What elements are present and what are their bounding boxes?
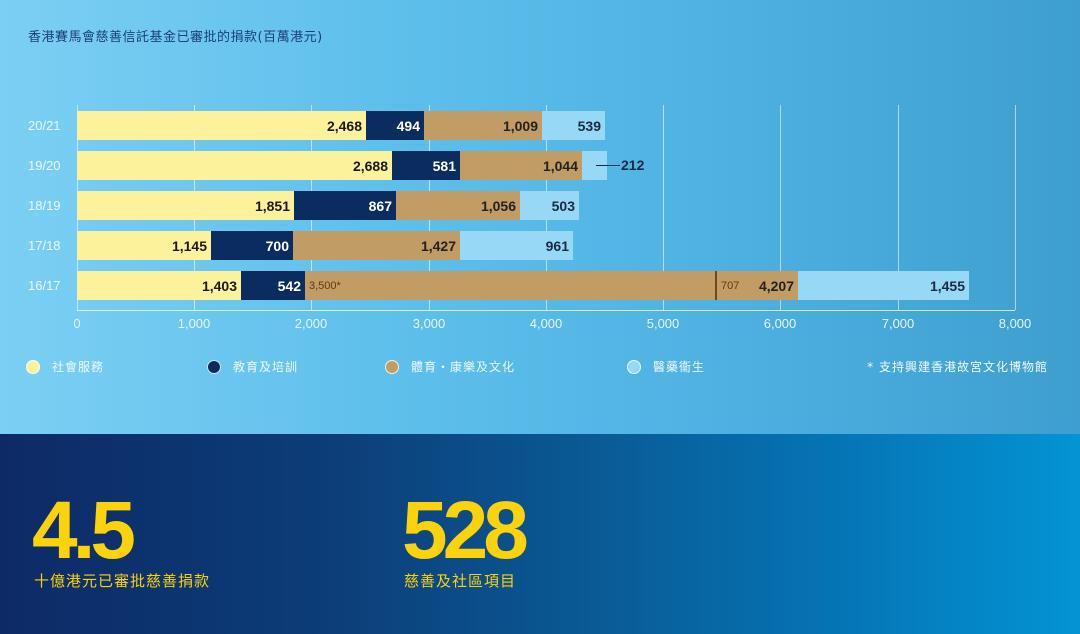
- legend-item-social: 社會服務: [26, 358, 104, 375]
- chart-title: 香港賽馬會慈善信託基金已審批的捐款(百萬港元): [28, 30, 323, 45]
- bar-segment-education: 542: [241, 271, 305, 300]
- row-label-17-18: 17/18: [28, 238, 61, 253]
- value-label: 1,009: [502, 117, 538, 134]
- callout-value-label: 212: [621, 157, 645, 173]
- value-label: 867: [368, 197, 392, 214]
- grid-line-8000: [1015, 105, 1016, 310]
- bar-segment-social: 1,403: [77, 271, 241, 300]
- sub-segment-divider: [715, 271, 717, 300]
- other-sub-label: 707: [721, 279, 740, 292]
- legend-item-medical: 醫藥衞生: [627, 358, 705, 375]
- legend-dot-icon: [26, 359, 40, 374]
- value-label: 2,468: [326, 117, 362, 134]
- value-label: 4,207: [758, 277, 794, 294]
- bar-segment-sport: 1,427: [293, 231, 460, 260]
- legend-item-sport: 體育・康樂及文化: [385, 358, 515, 375]
- row-label-20-21: 20/21: [28, 118, 61, 133]
- value-label: 1,056: [480, 197, 516, 214]
- bar-row-20-21: 2,468 494 1,009 539: [77, 111, 605, 140]
- callout-line: [596, 165, 620, 166]
- bar-segment-education: 867: [294, 191, 396, 220]
- stat-value-donations: 4.5: [32, 485, 136, 576]
- grid-line-6000: [780, 105, 781, 310]
- row-label-18-19: 18/19: [28, 198, 61, 213]
- legend-label: 教育及培訓: [233, 360, 299, 374]
- legend-dot-icon: [627, 359, 641, 374]
- x-tick-label: 1,000: [177, 316, 211, 331]
- bar-segment-sport: 1,044: [460, 151, 582, 180]
- value-label: 1,851: [254, 197, 290, 214]
- x-tick-label: 2,000: [294, 316, 328, 331]
- value-label: 1,044: [542, 157, 578, 174]
- x-axis-line: [77, 310, 1015, 311]
- value-label: 1,145: [171, 237, 207, 254]
- x-tick-label: 4,000: [529, 316, 563, 331]
- bar-segment-education: 494: [366, 111, 424, 140]
- grid-line-7000: [898, 105, 899, 310]
- bar-segment-sport: 3,500* 707 4,207: [305, 271, 798, 300]
- legend-label: 體育・康樂及文化: [411, 360, 516, 374]
- value-label: 1,427: [420, 237, 456, 254]
- x-tick-label: 6,000: [763, 316, 797, 331]
- bar-segment-medical: 1,455: [798, 271, 969, 300]
- value-label: 1,455: [929, 277, 965, 294]
- row-label-16-17: 16/17: [28, 278, 61, 293]
- value-label: 503: [551, 197, 575, 214]
- bar-row-17-18: 1,145 700 1,427 961: [77, 231, 573, 260]
- value-label: 581: [432, 157, 456, 174]
- x-tick-label: 3,000: [412, 316, 446, 331]
- footnote: * 支持興建香港故宮文化博物館: [867, 360, 1048, 374]
- stat-value-projects: 528: [402, 485, 529, 576]
- legend-item-education: 教育及培訓: [207, 358, 298, 375]
- value-label: 1,403: [201, 277, 237, 294]
- museum-sub-label: 3,500*: [309, 279, 341, 292]
- bar-segment-social: 1,145: [77, 231, 211, 260]
- legend-label: 醫藥衞生: [653, 360, 706, 374]
- bar-segment-education: 700: [211, 231, 293, 260]
- x-tick-label: 8,000: [998, 316, 1032, 331]
- row-label-19-20: 19/20: [28, 158, 61, 173]
- bar-segment-social: 2,688: [77, 151, 392, 180]
- bar-row-19-20: 2,688 581 1,044: [77, 151, 607, 180]
- bar-segment-sport: 1,056: [396, 191, 520, 220]
- x-tick-label: 7,000: [881, 316, 915, 331]
- bar-row-18-19: 1,851 867 1,056 503: [77, 191, 579, 220]
- bar-row-16-17: 1,403 542 3,500* 707 4,207 1,455: [77, 271, 969, 300]
- x-tick-label: 5,000: [646, 316, 680, 331]
- value-label: 494: [396, 117, 420, 134]
- bar-segment-sport: 1,009: [424, 111, 542, 140]
- stat-label-projects: 慈善及社區項目: [404, 572, 517, 590]
- grid-line-5000: [663, 105, 664, 310]
- value-label: 961: [545, 237, 569, 254]
- legend-dot-icon: [207, 359, 221, 374]
- stats-panel: [0, 434, 1080, 634]
- value-label: 539: [577, 117, 601, 134]
- value-label: 542: [277, 277, 301, 294]
- legend-label: 社會服務: [52, 360, 105, 374]
- bar-segment-social: 2,468: [77, 111, 366, 140]
- bar-segment-education: 581: [392, 151, 460, 180]
- value-label: 2,688: [352, 157, 388, 174]
- legend-dot-icon: [385, 359, 399, 374]
- bar-segment-medical: 961: [460, 231, 573, 260]
- bar-segment-social: 1,851: [77, 191, 294, 220]
- bar-segment-medical: 539: [542, 111, 605, 140]
- x-tick-label: 0: [73, 316, 81, 331]
- stat-label-donations: 十億港元已審批慈善捐款: [34, 572, 211, 590]
- bar-segment-medical: 503: [520, 191, 579, 220]
- value-label: 700: [265, 237, 289, 254]
